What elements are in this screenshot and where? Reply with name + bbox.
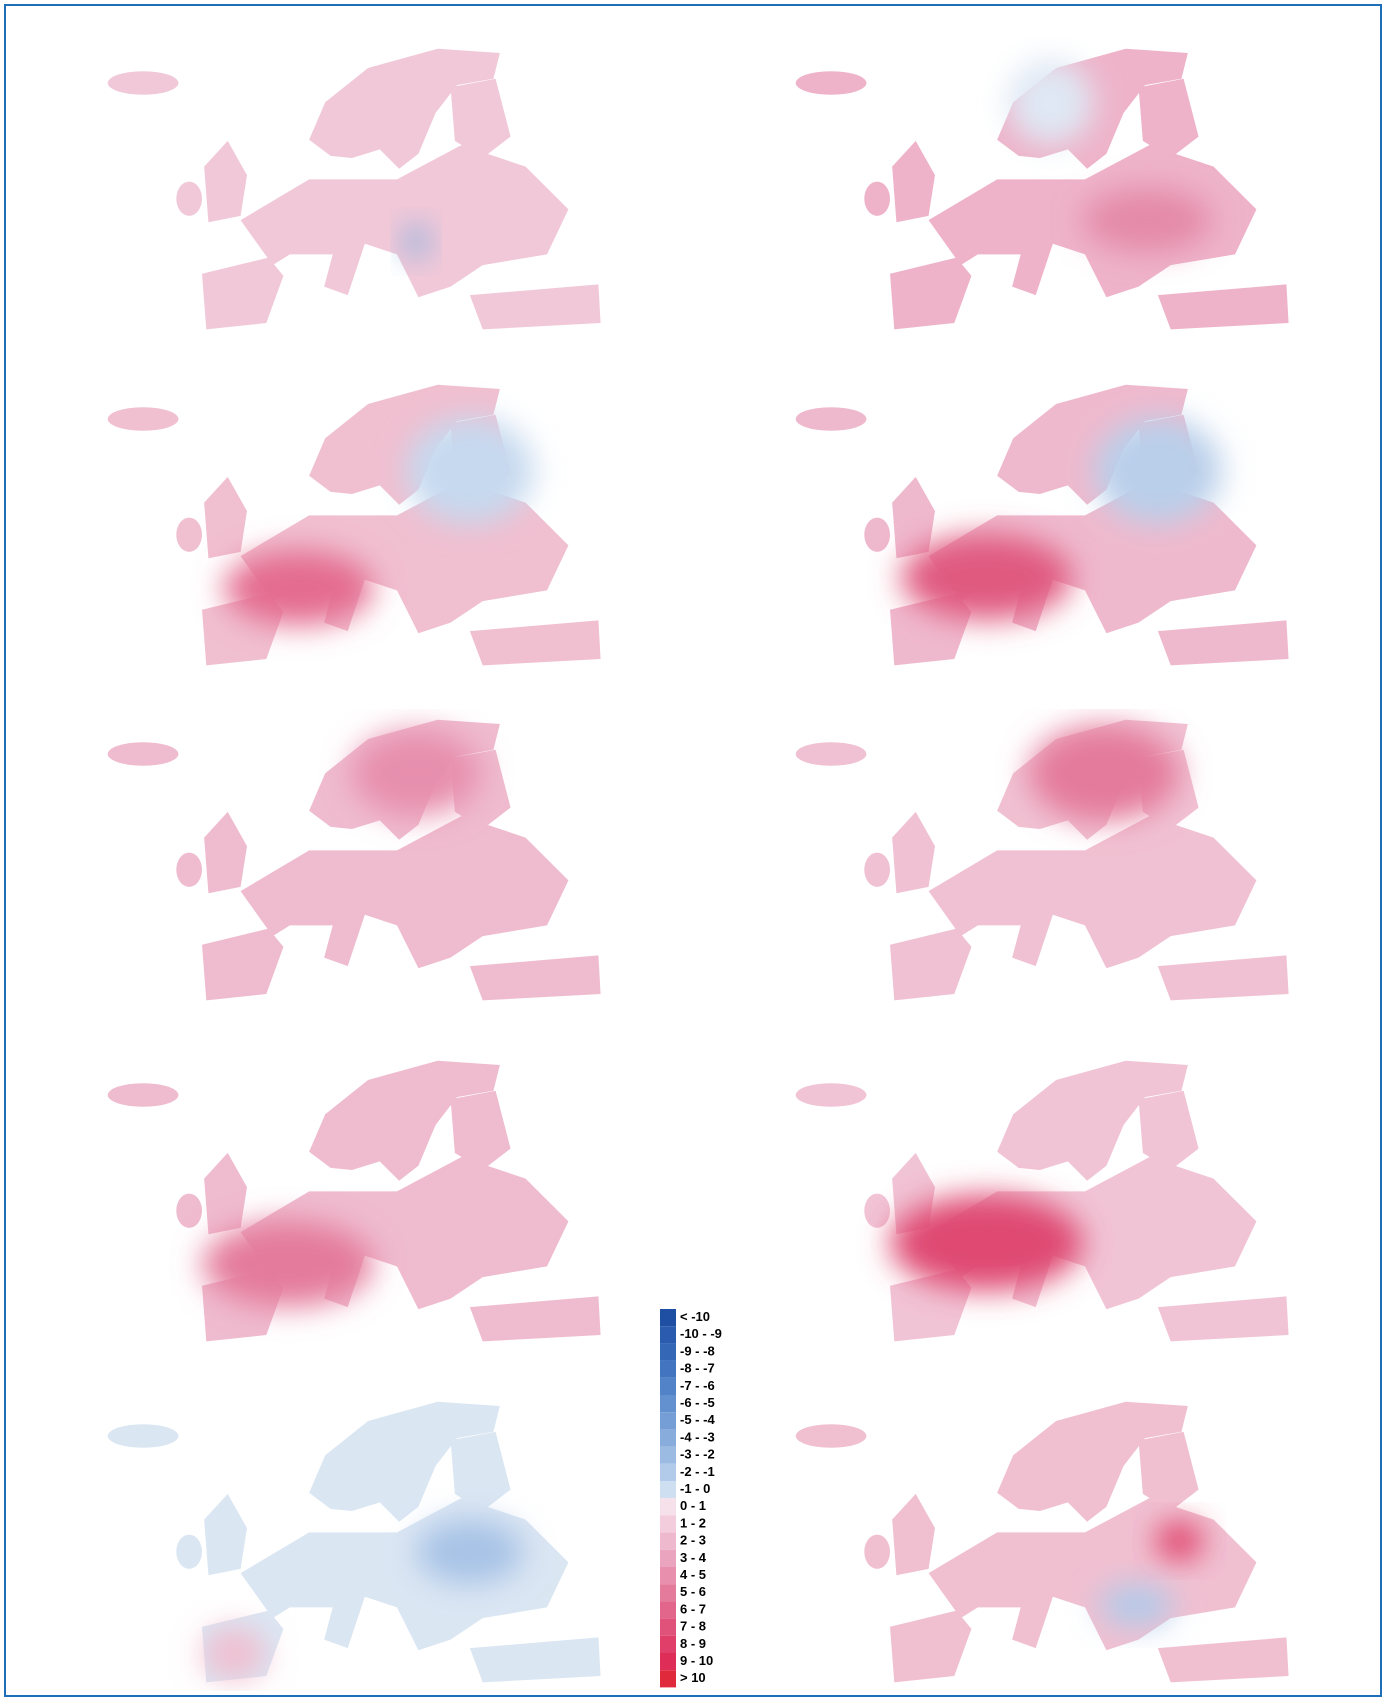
legend-swatch: [660, 1601, 676, 1619]
map: [108, 1402, 601, 1683]
legend-label: 2 - 3: [680, 1533, 706, 1548]
legend-swatch: [660, 1326, 676, 1344]
legend-label: 6 - 7: [680, 1601, 706, 1616]
map-panel: [92, 374, 612, 674]
map-panel: [92, 1050, 612, 1350]
legend-swatch: [660, 1481, 676, 1499]
legend-swatch: [660, 1618, 676, 1636]
map-panel: [780, 709, 1300, 1009]
map-region: [1007, 59, 1094, 146]
map-region: [403, 224, 430, 259]
map: [108, 49, 601, 330]
legend-label: -9 - -8: [680, 1343, 715, 1358]
legend-swatch: [660, 1670, 676, 1688]
map-region: [900, 534, 1073, 621]
legend-label: -1 - 0: [680, 1481, 710, 1496]
map: [796, 1402, 1289, 1683]
legend-swatch: [660, 1498, 676, 1516]
map-panel: [92, 38, 612, 338]
legend-label: 8 - 9: [680, 1636, 706, 1651]
legend-swatch: [660, 1584, 676, 1602]
legend: < -10 -10 - -9 -9 - -8 -8 - -7 -7 - -6 -6 - -…: [660, 1309, 722, 1688]
legend-label: -5 - -4: [680, 1412, 715, 1427]
map-panel: [780, 1391, 1300, 1691]
legend-label: -6 - -5: [680, 1395, 715, 1410]
frame: [4, 4, 1382, 1697]
legend-label: 4 - 5: [680, 1567, 706, 1582]
legend-label: -4 - -3: [680, 1429, 715, 1444]
map-region: [1029, 725, 1180, 822]
map-region: [202, 1626, 267, 1681]
map: [796, 1061, 1289, 1342]
map-region: [890, 1194, 1083, 1292]
legend-label: 0 - 1: [680, 1498, 706, 1513]
map-region: [352, 730, 481, 817]
map-region: [1093, 416, 1223, 524]
map-region: [202, 1221, 374, 1308]
legend-label: < -10: [680, 1309, 710, 1324]
legend-swatch: [660, 1377, 676, 1395]
legend-swatch: [660, 1463, 676, 1481]
map: [108, 1061, 601, 1342]
legend-swatch: [660, 1532, 676, 1550]
legend-label: 7 - 8: [680, 1619, 706, 1634]
legend-swatch: [660, 1395, 676, 1413]
legend-swatch: [660, 1309, 676, 1327]
legend-swatch: [660, 1412, 676, 1430]
legend-swatch: [660, 1567, 676, 1585]
legend-label: 1 - 2: [680, 1515, 706, 1530]
map-panel: [92, 709, 612, 1009]
map-region: [1082, 188, 1212, 253]
legend-swatch: [660, 1635, 676, 1653]
map-region: [416, 1519, 524, 1584]
map: [108, 385, 601, 666]
map: [796, 385, 1289, 666]
legend-label: -7 - -6: [680, 1378, 715, 1393]
legend-label: -10 - -9: [680, 1326, 722, 1341]
legend-swatch: [660, 1515, 676, 1533]
map-region: [1155, 1521, 1203, 1561]
map-panel: [780, 38, 1300, 338]
legend-label: 3 - 4: [680, 1550, 707, 1565]
map-region: [405, 416, 535, 524]
map-panel: [92, 1391, 612, 1691]
legend-swatch: [660, 1446, 676, 1464]
map-panel: [780, 374, 1300, 674]
map: [108, 720, 601, 1001]
legend-label: -8 - -7: [680, 1361, 715, 1376]
legend-swatch: [660, 1429, 676, 1447]
legend-label: -3 - -2: [680, 1447, 715, 1462]
legend-swatch: [660, 1653, 676, 1671]
legend-label: 5 - 6: [680, 1584, 706, 1599]
map-panel: [780, 1050, 1300, 1350]
legend-swatch: [660, 1360, 676, 1378]
legend-swatch: [660, 1549, 676, 1567]
map-region: [1098, 1583, 1174, 1627]
legend-swatch: [660, 1343, 676, 1361]
map-region: [223, 550, 374, 626]
legend-label: 9 - 10: [680, 1653, 713, 1668]
legend-label: -2 - -1: [680, 1464, 715, 1479]
legend-label: > 10: [680, 1670, 706, 1685]
